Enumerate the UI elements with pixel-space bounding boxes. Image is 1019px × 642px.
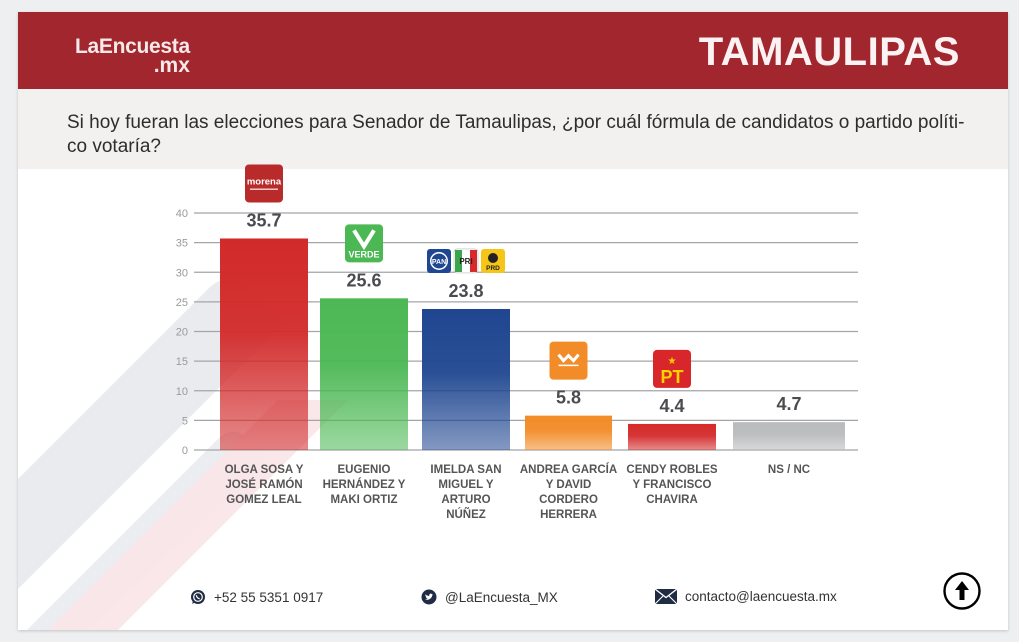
bar: [320, 298, 408, 450]
party-logo-prd: PRD: [481, 248, 505, 273]
party-logo-pt: ★PT: [653, 349, 691, 388]
whatsapp-icon: [191, 590, 205, 604]
category-label: EUGENIO HERNÁNDEZ Y MAKI ORTIZ: [323, 464, 406, 506]
email-address: contacto@laencuesta.mx: [685, 589, 837, 604]
value-label: 4.7: [776, 394, 801, 414]
svg-text:PAN: PAN: [432, 259, 446, 266]
value-label: 5.8: [556, 388, 581, 408]
y-tick-label: 20: [176, 327, 188, 339]
region-title: TAMAULIPAS: [698, 30, 960, 74]
header-banner: LaEncuesta .mx TAMAULIPAS: [18, 12, 1008, 89]
footer-twitter[interactable]: @LaEncuesta_MX: [421, 589, 558, 605]
footer-email[interactable]: contacto@laencuesta.mx: [655, 589, 837, 604]
party-logo-pan: PAN: [427, 248, 451, 273]
bar: [422, 308, 510, 450]
svg-text:PRI: PRI: [459, 257, 472, 266]
y-tick-label: 0: [182, 445, 188, 457]
mail-icon: [655, 589, 677, 604]
svg-text:VERDE: VERDE: [348, 249, 379, 259]
question-text: Si hoy fueran las elecciones para Senado…: [67, 112, 965, 157]
y-tick-label: 15: [176, 356, 188, 368]
category-label: ANDREA GARCÍA Y DAVID CORDERO HERRERA: [520, 463, 617, 521]
svg-text:PRD: PRD: [486, 265, 500, 272]
category-label: CENDY ROBLES Y FRANCISCO CHAVIRA: [626, 464, 717, 506]
bar: [220, 238, 308, 450]
logo-line2: .mx: [153, 54, 190, 77]
bar: [525, 415, 612, 450]
logo: LaEncuesta .mx: [75, 35, 190, 77]
twitter-handle: @LaEncuesta_MX: [445, 589, 558, 605]
category-label: IMELDA SAN MIGUEL Y ARTURO NÚÑEZ: [430, 464, 501, 521]
value-label: 35.7: [246, 210, 281, 230]
bar: [628, 423, 716, 450]
value-labels: 35.7 25.6 23.8 5.8 4.4 4.7: [246, 210, 801, 415]
phone-number: +52 55 5351 0917: [214, 589, 324, 605]
bars: [220, 238, 845, 450]
category-label: OLGA SOSA Y JOSÉ RAMÓN GOMEZ LEAL: [225, 464, 304, 506]
svg-text:★: ★: [668, 356, 677, 367]
y-tick-label: 40: [176, 208, 188, 220]
value-label: 4.4: [659, 396, 684, 416]
poll-card: LaEncuesta .mx TAMAULIPAS Si hoy fueran …: [18, 12, 1008, 630]
party-logo-morena: morena: [245, 164, 283, 203]
category-label: NS / NC: [768, 464, 810, 476]
y-tick-label: 10: [176, 386, 188, 398]
party-logo-mc: [549, 341, 588, 380]
y-tick-label: 30: [176, 267, 188, 279]
bar: [733, 422, 845, 450]
twitter-icon: [421, 589, 437, 605]
value-label: 23.8: [448, 281, 483, 301]
party-logos: morena VERDE PAN PRI PRD ★PT: [245, 164, 691, 388]
y-tick-label: 25: [176, 297, 188, 309]
value-label: 25.6: [346, 270, 381, 290]
category-labels: OLGA SOSA Y JOSÉ RAMÓN GOMEZ LEAL EUGENIO HE…: [225, 463, 810, 521]
y-tick-label: 35: [176, 238, 188, 250]
y-axis-ticks: 0 5 10 15 20 25 30 35 40: [176, 208, 188, 457]
footer-phone[interactable]: +52 55 5351 0917: [190, 589, 323, 605]
question-box: Si hoy fueran las elecciones para Senado…: [18, 89, 1008, 169]
svg-text:PT: PT: [660, 367, 683, 387]
svg-text:morena: morena: [247, 176, 282, 187]
logo-line1: LaEncuesta: [75, 35, 190, 58]
background-stripes: [18, 279, 348, 630]
scroll-up-button[interactable]: [943, 572, 981, 610]
y-tick-label: 5: [182, 415, 188, 427]
arrow-up-icon: [955, 581, 969, 600]
bar-chart: 0 5 10 15 20 25 30 35 40 35.7 25.6 23.8 5.8 4.4 4.7 m…: [176, 164, 858, 521]
party-logo-pri: PRI: [453, 248, 479, 274]
party-logo-verde: VERDE: [345, 224, 383, 263]
